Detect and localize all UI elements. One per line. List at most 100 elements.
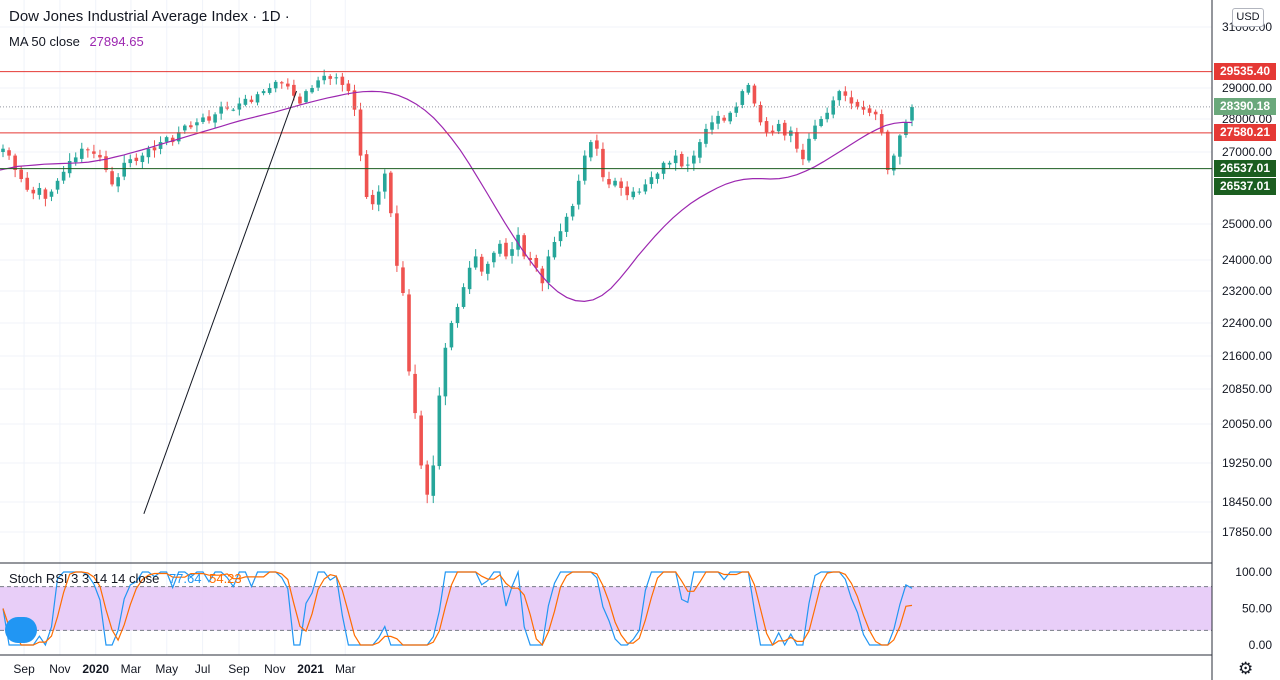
candle (619, 177, 623, 196)
time-tick-label: Mar (335, 662, 356, 676)
candle (552, 236, 557, 260)
candle (764, 117, 769, 137)
candle (73, 152, 78, 166)
candle (189, 121, 193, 130)
candle (570, 203, 575, 221)
candle (152, 140, 157, 158)
candle (722, 115, 726, 123)
candle (273, 80, 278, 93)
candle (298, 93, 302, 106)
candle (643, 179, 648, 195)
candle (37, 182, 42, 200)
ma-legend[interactable]: MA 50 close 27894.65 (9, 34, 144, 49)
candle (637, 188, 642, 195)
price-tick-label: 27000.00 (1222, 145, 1272, 159)
grid (0, 0, 1212, 655)
candle (207, 110, 211, 124)
candle (461, 283, 466, 309)
candle (25, 172, 30, 192)
currency-button[interactable]: USD (1232, 8, 1264, 27)
candle (407, 289, 411, 376)
candle (807, 133, 811, 163)
candle (237, 97, 242, 116)
candle (92, 144, 96, 159)
horizontal-levels[interactable] (0, 71, 1212, 170)
stoch-tick-label: 100.00 (1235, 565, 1272, 579)
candle (334, 73, 339, 85)
candle (861, 100, 866, 115)
candle (498, 240, 502, 257)
candle (13, 153, 17, 178)
candle (395, 205, 399, 272)
candle (898, 134, 902, 165)
candle (867, 104, 872, 117)
price-tick-label: 20850.00 (1222, 382, 1272, 396)
time-tick-label: Nov (49, 662, 70, 676)
candle (31, 186, 36, 200)
candle (55, 178, 60, 194)
price-axis[interactable]: 31000.0029000.0028000.0027000.0025000.00… (1222, 20, 1272, 539)
candle (219, 101, 223, 120)
price-tick-label: 17850.00 (1222, 525, 1272, 539)
candle (843, 86, 848, 102)
candle (473, 249, 478, 270)
candle (443, 343, 448, 406)
candle (752, 83, 757, 107)
time-tick-label: 2021 (297, 662, 324, 676)
candle (885, 129, 890, 175)
time-tick-label: Mar (121, 662, 142, 676)
candle (892, 153, 896, 176)
price-tick-label: 19250.00 (1222, 456, 1272, 470)
candle (43, 187, 48, 207)
candle (419, 410, 423, 470)
candle (134, 153, 139, 166)
candle (128, 154, 133, 168)
candle (564, 213, 569, 237)
candle (492, 251, 496, 268)
stoch-legend[interactable]: Stoch RSI 3 3 14 14 close 77.64 54.23 (9, 571, 242, 586)
candle (655, 172, 660, 184)
candle (158, 136, 163, 155)
time-tick-label: Sep (228, 662, 250, 676)
price-tick-label: 29000.00 (1222, 81, 1272, 95)
candle (376, 185, 381, 212)
candle (698, 138, 702, 164)
candle (146, 145, 151, 164)
gear-icon[interactable]: ⚙ (1238, 659, 1254, 678)
time-tick-label: 2020 (82, 662, 109, 676)
price-badge: 26537.01 (1214, 177, 1276, 195)
stoch-legend-label: Stoch RSI 3 3 14 14 close (9, 571, 160, 586)
candle (625, 181, 629, 201)
candle (825, 107, 829, 123)
candle (346, 80, 351, 96)
candle (279, 80, 284, 89)
candle (837, 89, 842, 106)
candle (486, 261, 490, 281)
candle (558, 223, 563, 247)
candle (267, 83, 272, 95)
time-axis[interactable]: Sep Nov 2020 Mar May Jul Sep Nov 2021 Mar (13, 662, 355, 676)
candle (692, 150, 696, 171)
candle (685, 156, 690, 172)
candle (522, 233, 526, 260)
candle (116, 173, 120, 193)
candle (413, 364, 417, 419)
candle (770, 125, 775, 136)
candle (819, 116, 823, 128)
stoch-d-value: 54.23 (209, 571, 242, 586)
chart-title: Dow Jones Industrial Average Index · 1D … (9, 8, 290, 25)
price-tick-label: 22400.00 (1222, 316, 1272, 330)
candle (855, 99, 860, 110)
candle (661, 161, 666, 180)
stoch-d-line (2, 571, 913, 647)
candle (340, 72, 345, 92)
trendline[interactable] (143, 90, 298, 515)
candle (710, 115, 714, 135)
candle (98, 149, 102, 162)
tradingview-logo-icon[interactable] (5, 617, 37, 643)
candle (649, 171, 654, 189)
candle (225, 101, 230, 111)
time-tick-label: Sep (13, 662, 35, 676)
candle (679, 151, 684, 168)
